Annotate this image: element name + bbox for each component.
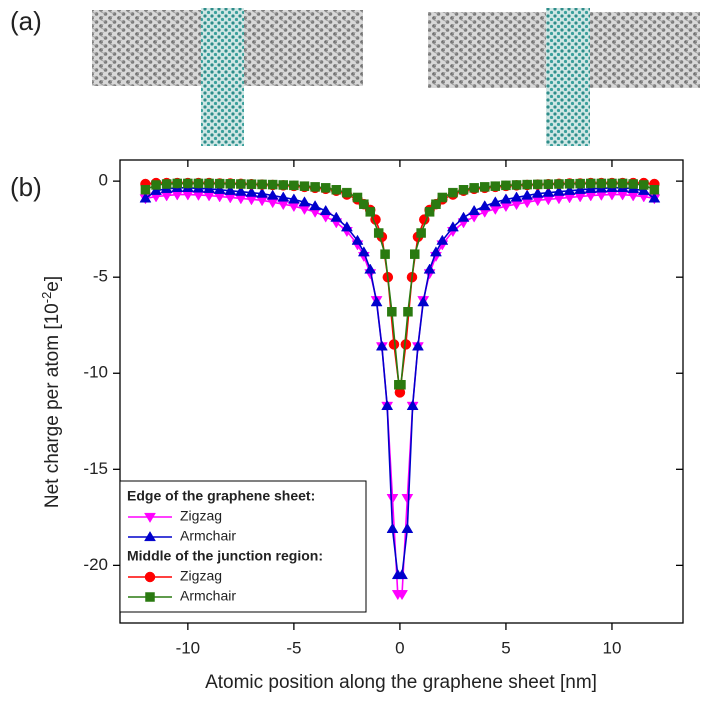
y-axis-label-part: e] bbox=[42, 276, 63, 292]
marker bbox=[607, 179, 616, 188]
marker bbox=[387, 307, 396, 316]
marker bbox=[469, 205, 480, 214]
y-axis-label: Net charge per atom [10-2e] bbox=[39, 276, 63, 508]
marker bbox=[402, 494, 413, 503]
structure-right bbox=[428, 8, 700, 146]
legend-label: Zigzag bbox=[180, 568, 222, 584]
panel-label: (a) bbox=[10, 6, 42, 36]
y-tick-label: -5 bbox=[93, 267, 108, 286]
marker bbox=[403, 307, 412, 316]
y-axis-label-sup: -2 bbox=[39, 292, 54, 304]
marker bbox=[565, 179, 574, 188]
marker bbox=[381, 250, 390, 259]
x-tick-label: 10 bbox=[603, 638, 622, 657]
y-tick-label: -15 bbox=[83, 459, 108, 478]
marker bbox=[320, 205, 331, 214]
panel-label: (b) bbox=[10, 172, 42, 202]
series-line bbox=[145, 183, 654, 392]
y-tick-label: 0 bbox=[99, 171, 108, 190]
marker bbox=[402, 523, 413, 532]
marker bbox=[387, 494, 398, 503]
legend-title: Middle of the junction region: bbox=[127, 548, 323, 564]
marker bbox=[226, 179, 235, 188]
legend-marker bbox=[145, 572, 155, 582]
marker bbox=[458, 212, 469, 221]
marker bbox=[618, 179, 627, 188]
marker bbox=[459, 185, 468, 194]
legend-label: Armchair bbox=[180, 588, 236, 604]
marker bbox=[533, 180, 542, 189]
marker bbox=[258, 180, 267, 189]
marker bbox=[366, 207, 375, 216]
marker bbox=[523, 180, 532, 189]
marker bbox=[448, 188, 457, 197]
x-tick-label: 0 bbox=[395, 638, 404, 657]
x-tick-label: -10 bbox=[176, 638, 201, 657]
marker bbox=[215, 179, 224, 188]
x-tick-label: 5 bbox=[501, 638, 510, 657]
marker bbox=[332, 185, 341, 194]
figure: (a) (b) Atomic position along the graphe… bbox=[0, 0, 707, 704]
marker bbox=[639, 180, 648, 189]
structure-left bbox=[92, 8, 363, 146]
marker bbox=[491, 182, 500, 191]
y-tick-label: -10 bbox=[83, 363, 108, 382]
marker bbox=[586, 179, 595, 188]
marker bbox=[205, 179, 214, 188]
x-axis-label: Atomic position along the graphene sheet… bbox=[205, 672, 597, 693]
marker bbox=[480, 182, 489, 191]
marker bbox=[512, 180, 521, 189]
marker bbox=[576, 179, 585, 188]
y-axis-label-part: Net charge per atom [10 bbox=[42, 303, 63, 508]
marker bbox=[629, 180, 638, 189]
marker bbox=[387, 523, 398, 532]
legend-label: Zigzag bbox=[180, 508, 222, 524]
series-line bbox=[145, 183, 654, 384]
marker bbox=[417, 229, 426, 238]
y-tick-label: -20 bbox=[83, 555, 108, 574]
marker bbox=[236, 180, 245, 189]
marker bbox=[342, 188, 351, 197]
marker bbox=[424, 264, 435, 273]
marker bbox=[470, 183, 479, 192]
marker bbox=[396, 380, 405, 389]
marker bbox=[501, 181, 510, 190]
legend-label: Armchair bbox=[180, 528, 236, 544]
marker bbox=[410, 250, 419, 259]
x-tick-label: -5 bbox=[286, 638, 301, 657]
marker bbox=[311, 182, 320, 191]
marker bbox=[173, 179, 182, 188]
marker bbox=[162, 180, 171, 189]
marker bbox=[247, 180, 256, 189]
marker bbox=[650, 185, 659, 194]
marker bbox=[183, 179, 192, 188]
marker bbox=[141, 185, 150, 194]
marker bbox=[374, 229, 383, 238]
marker bbox=[365, 264, 376, 273]
marker bbox=[194, 179, 203, 188]
marker bbox=[300, 182, 309, 191]
marker bbox=[268, 180, 277, 189]
marker bbox=[438, 193, 447, 202]
marker bbox=[279, 180, 288, 189]
legend-title: Edge of the graphene sheet: bbox=[127, 488, 315, 504]
marker bbox=[289, 181, 298, 190]
marker bbox=[544, 180, 553, 189]
marker bbox=[321, 183, 330, 192]
legend-marker bbox=[146, 593, 155, 602]
marker bbox=[554, 180, 563, 189]
marker bbox=[331, 212, 342, 221]
marker bbox=[152, 180, 161, 189]
marker bbox=[597, 179, 606, 188]
